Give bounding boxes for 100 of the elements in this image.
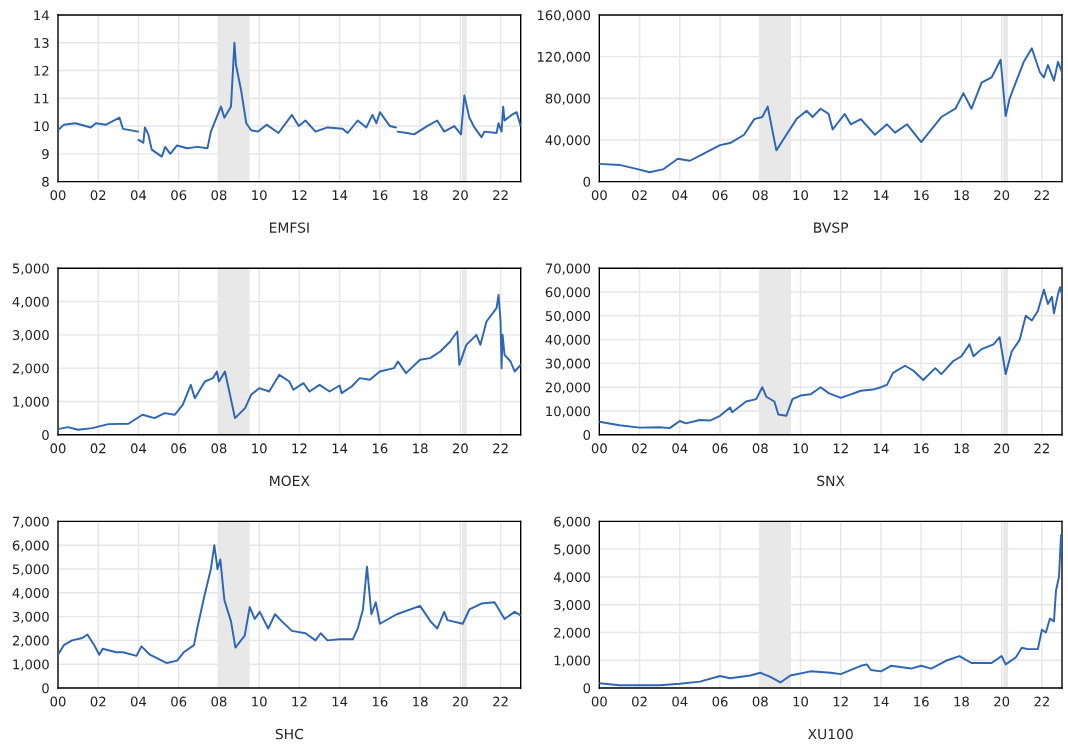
y-tick-label: 50,000: [545, 311, 591, 323]
y-tick-label: 30,000: [545, 358, 591, 370]
x-axis-title: XU100: [807, 728, 853, 740]
x-tick-label: 12: [292, 443, 307, 454]
x-tick-label: 08: [752, 696, 768, 707]
x-tick-label: 12: [292, 190, 307, 200]
x-tick-label: 22: [1034, 443, 1049, 454]
x-tick-label: 10: [793, 443, 809, 454]
x-tick-label: 16: [914, 190, 929, 201]
x-tick-label: 10: [252, 190, 267, 201]
y-tick-label: 3,000: [12, 330, 49, 342]
y-tick-label: 1,000: [13, 396, 49, 409]
y-tick-label: 6,000: [554, 516, 591, 528]
x-tick-label: 14: [332, 190, 348, 200]
y-tick-label: 1,000: [13, 659, 49, 671]
x-tick-label: 08: [752, 443, 768, 454]
x-axis-title: EMFSI: [269, 222, 309, 233]
y-tick-label: 8: [42, 176, 49, 187]
x-tick-label: 10: [252, 696, 267, 707]
x-tick-label: 06: [171, 190, 187, 201]
x-axis-title: SNX: [817, 475, 845, 487]
x-tick-label: 16: [372, 696, 388, 707]
x-tick-label: 22: [493, 696, 508, 707]
y-tick-label: 4,000: [12, 296, 49, 309]
x-tick-label: 08: [211, 443, 227, 454]
x-tick-label: 06: [712, 696, 728, 707]
x-tick-label: 02: [90, 696, 106, 707]
x-tick-label: 00: [50, 696, 66, 707]
y-tick-label: 9: [42, 149, 49, 160]
y-tick-label: 6,000: [12, 540, 49, 552]
x-tick-label: 12: [292, 696, 307, 707]
y-tick-label: 2,000: [554, 627, 591, 640]
x-tick-label: 06: [171, 696, 187, 707]
y-tick-label: 0: [583, 176, 591, 187]
y-tick-label: 0: [583, 683, 591, 694]
y-tick-label: 12: [34, 65, 49, 76]
y-tick-label: 10: [34, 121, 49, 132]
y-tick-label: 0: [42, 430, 49, 440]
x-tick-label: 02: [632, 190, 647, 201]
y-tick-label: 1,000: [554, 655, 591, 667]
x-tick-label: 20: [994, 443, 1010, 454]
y-tick-label: 2,000: [12, 363, 49, 375]
x-tick-label: 04: [130, 190, 147, 201]
x-tick-label: 10: [252, 443, 267, 454]
y-tick-label: 20,000: [545, 382, 591, 394]
y-tick-label: 4,000: [553, 572, 591, 584]
x-tick-label: 18: [954, 696, 969, 707]
x-tick-label: 08: [211, 696, 227, 707]
x-tick-label: 20: [452, 190, 468, 201]
y-tick-label: 120,000: [537, 51, 591, 64]
x-tick-label: 10: [793, 696, 809, 707]
y-tick-label: 13: [34, 37, 49, 48]
x-tick-label: 04: [130, 443, 147, 454]
line-series: [58, 544, 521, 664]
x-axis-title: MOEX: [270, 475, 310, 487]
x-tick-label: 14: [332, 443, 348, 454]
x-tick-label: 00: [591, 443, 607, 454]
y-tick-label: 70,000: [545, 263, 591, 275]
y-tick-label: 11: [34, 93, 49, 104]
x-tick-label: 14: [332, 696, 348, 707]
x-tick-label: 16: [372, 443, 388, 454]
x-tick-label: 16: [372, 190, 388, 201]
x-tick-label: 02: [632, 443, 647, 454]
x-tick-label: 00: [591, 190, 607, 201]
y-tick-label: 3,000: [554, 599, 591, 612]
x-tick-label: 14: [874, 696, 889, 707]
x-tick-label: 20: [994, 190, 1010, 201]
x-tick-label: 08: [752, 190, 768, 201]
x-tick-label: 16: [914, 443, 929, 454]
y-tick-label: 80,000: [545, 93, 591, 105]
y-tick-label: 40,000: [545, 334, 591, 347]
x-tick-label: 18: [954, 443, 969, 454]
x-tick-label: 18: [413, 696, 428, 707]
x-tick-label: 00: [50, 190, 66, 201]
x-tick-label: 18: [954, 190, 969, 201]
x-tick-label: 18: [413, 190, 428, 201]
x-tick-label: 20: [994, 696, 1010, 707]
x-tick-label: 10: [793, 190, 809, 201]
x-tick-label: 20: [452, 443, 468, 454]
x-tick-label: 08: [211, 190, 227, 201]
x-tick-label: 02: [632, 696, 647, 707]
x-tick-label: 22: [1034, 190, 1049, 200]
y-tick-label: 4,000: [12, 588, 49, 600]
y-tick-label: 14: [34, 10, 49, 21]
x-tick-label: 04: [672, 443, 688, 454]
y-tick-label: 160,000: [537, 10, 591, 22]
y-tick-label: 10,000: [546, 406, 591, 418]
x-tick-label: 06: [712, 190, 728, 201]
x-tick-label: 14: [874, 443, 889, 454]
x-tick-label: 00: [591, 696, 607, 707]
y-tick-label: 5,000: [12, 564, 49, 576]
y-tick-label: 60,000: [545, 287, 591, 299]
x-tick-label: 14: [874, 190, 889, 200]
line-series: [599, 47, 1062, 174]
y-tick-label: 40,000: [545, 135, 591, 147]
line-series: [599, 286, 1062, 430]
x-tick-label: 04: [672, 190, 688, 201]
x-tick-label: 22: [1034, 696, 1049, 707]
x-tick-label: 12: [833, 696, 848, 707]
x-tick-label: 06: [712, 443, 728, 454]
